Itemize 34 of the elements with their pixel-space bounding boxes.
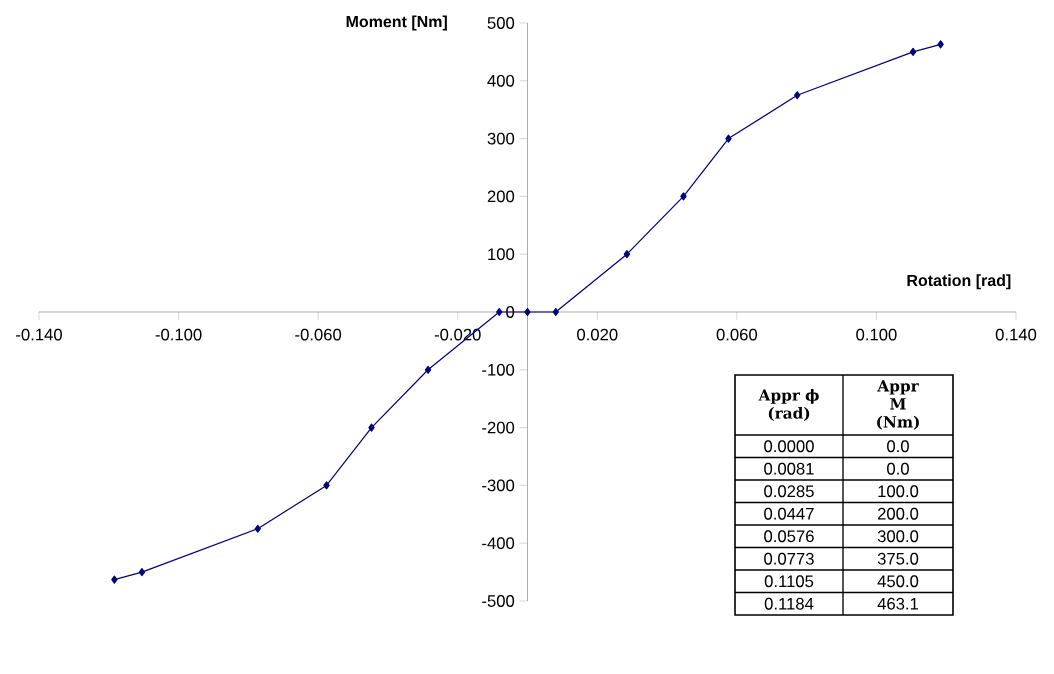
point [368,423,375,432]
x-tick-label: 0.060 [716,328,758,341]
y-tick-label: 200 [487,190,515,203]
y-tick-label: -500 [482,595,515,607]
point [323,481,330,490]
x-tick-label: 0.140 [995,328,1037,341]
point [794,91,801,100]
point [680,192,687,201]
point [254,524,261,533]
x-tick-label: -0.140 [16,328,62,341]
y-tick-label: -100 [482,363,515,376]
point [937,40,944,49]
x-tick-label: -0.060 [295,328,342,341]
y-tick-label: -400 [482,537,515,550]
point [424,365,432,374]
point [524,307,531,317]
y-axis-title: Moment [Nm] [346,15,447,31]
point [496,307,503,317]
y-tick-label: 400 [487,74,515,87]
y-tick-label: 500 [487,17,515,29]
point [623,250,631,259]
point [111,575,118,584]
x-tick-label: 0.100 [856,328,897,341]
x-axis-title: Rotation [rad] [907,274,1011,290]
x-tick-label: -0.100 [155,328,202,341]
y-tick-label: -200 [482,421,515,434]
point [138,568,146,577]
y-tick-label: 300 [487,132,515,145]
y-tick-label: 100 [488,248,515,261]
point [552,307,559,317]
y-tick-label: -300 [482,479,515,492]
point [725,134,732,143]
x-tick-label: 0.020 [577,328,618,341]
point [909,47,917,56]
